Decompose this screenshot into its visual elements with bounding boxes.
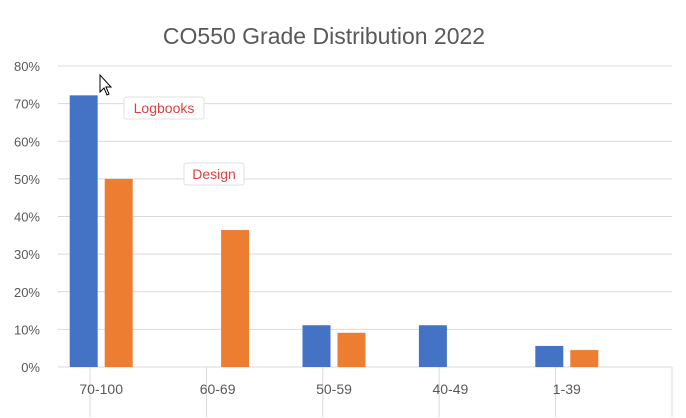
x-category-label: 40-49: [432, 381, 468, 397]
x-axis-category-labels: 70-100 60-69 50-59 40-49 1-39: [79, 381, 581, 397]
arrow-pointer-icon: [99, 73, 113, 96]
y-tick-label: 60%: [14, 134, 40, 149]
callout-logbooks-text: Logbooks: [134, 100, 195, 116]
chart-title: CO550 Grade Distribution 2022: [163, 23, 485, 49]
y-tick-label: 10%: [14, 322, 40, 337]
y-tick-label: 0%: [21, 360, 40, 375]
x-category-label: 50-59: [316, 381, 352, 397]
bar-design-60-69[interactable]: [221, 230, 250, 367]
x-category-label: 60-69: [200, 381, 236, 397]
callout-design-text: Design: [192, 166, 236, 182]
bar-design-50-59[interactable]: [337, 332, 366, 367]
y-tick-label: 20%: [14, 285, 40, 300]
bar-design-70-100[interactable]: [104, 178, 133, 367]
y-axis-tick-labels: 0% 10% 20% 30% 40% 50% 60% 70% 80%: [14, 59, 40, 375]
y-tick-label: 80%: [14, 59, 40, 74]
bar-logbooks-50-59[interactable]: [302, 325, 331, 367]
y-tick-label: 40%: [14, 210, 40, 225]
bar-logbooks-1-39[interactable]: [535, 345, 564, 367]
y-tick-label: 50%: [14, 172, 40, 187]
y-tick-label: 30%: [14, 247, 40, 262]
callout-logbooks[interactable]: Logbooks: [123, 96, 205, 120]
bars: [69, 95, 599, 367]
x-category-label: 70-100: [79, 381, 123, 397]
bar-logbooks-70-100[interactable]: [69, 95, 98, 367]
gridlines: [58, 65, 673, 417]
y-tick-label: 70%: [14, 97, 40, 112]
callout-design[interactable]: Design: [183, 162, 245, 186]
x-category-label: 1-39: [553, 381, 581, 397]
bar-logbooks-40-49[interactable]: [418, 325, 447, 367]
bar-design-1-39[interactable]: [570, 350, 599, 367]
